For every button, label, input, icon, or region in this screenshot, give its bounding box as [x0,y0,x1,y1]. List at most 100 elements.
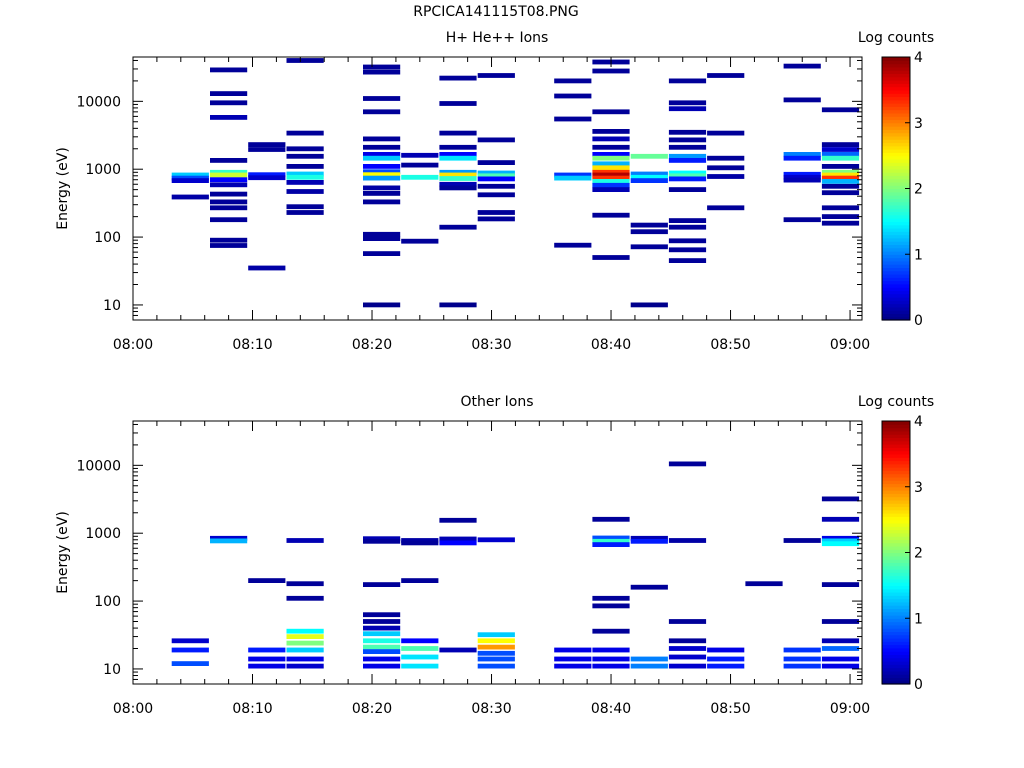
colorbar-segment [882,316,910,321]
heatmap-cell [821,172,860,178]
heatmap-cell [592,152,630,157]
heatmap-cell [363,536,401,542]
heatmap-h-he-ions: H+ He++ Ions 08:00 08:10 08:20 08:30 08:40 08:… [55,30,934,375]
colorbar-segment [882,145,910,150]
heatmap-cell [210,169,248,175]
heatmap-cell [821,107,860,113]
y-axis-label: Energy (eV) [55,511,71,594]
heatmap-cell [668,187,707,192]
heatmap-cell [592,516,630,522]
heatmap-cell [821,147,860,152]
colorbar-segment [882,670,910,675]
colorbar-segment [882,421,910,425]
heatmap-cell [286,210,324,215]
colorbar-segment [882,677,910,682]
colorbar-segment [882,437,910,442]
heatmap-cell [783,663,821,669]
colorbar-segment [882,657,910,662]
colorbar-segment [882,234,910,239]
colorbar-segment [882,674,910,679]
heatmap-cell [821,190,860,196]
colorbar-segment [882,300,910,305]
heatmap-cell [707,155,745,161]
heatmap-cell [592,595,630,601]
colorbar-segment [882,198,910,203]
heatmap-cell [630,153,668,159]
colorbar-segment [882,89,910,94]
heatmap-cell [707,205,745,211]
heatmap-cell [477,137,515,143]
colorbar-segment [882,575,910,580]
colorbar-segment [882,218,910,222]
heatmap-cell [668,461,707,467]
panel-h-he-ions: H+ He++ Ions 08:00 08:10 08:20 08:30 08:40 08:… [0,0,1024,375]
heatmap-cell [554,172,592,178]
colorbar-segment [882,96,910,101]
colorbar-tick-label: 2 [914,182,923,198]
colorbar-segment [882,503,910,508]
colorbar-segment [882,529,910,534]
heatmap-cell [630,229,668,235]
heatmap-cell [592,175,630,181]
heatmap-cell [592,165,630,171]
colorbar-tick-label: 3 [914,480,923,496]
colorbar-segment [882,496,910,501]
heatmap-cell [363,631,401,637]
colorbar-segment [882,93,910,98]
heatmap-cell [592,656,630,662]
colorbar-segment [882,280,910,285]
colorbar-segment [882,208,910,213]
heatmap-cell [630,222,668,228]
heatmap-cell [286,634,324,639]
heatmap-cell [668,158,707,163]
colorbar-segment [882,647,910,652]
heatmap-cell [363,638,401,644]
colorbar-segment [882,463,910,468]
heatmap-cell [707,656,745,662]
colorbar-segment [882,559,910,563]
heatmap-cell [668,654,707,660]
heatmap-cell [477,160,515,165]
colorbar-segment [882,142,910,147]
heatmap-cell [210,243,248,248]
heatmap-cell [668,663,707,669]
heatmap-cell [210,100,248,106]
heatmap-cell [439,155,477,161]
heatmap-cell [363,69,401,75]
x-tick-label: 08:00 [113,701,153,717]
x-tick-label: 08:40 [591,701,631,717]
heatmap-cell [363,172,401,178]
heatmap-cell [439,185,477,191]
heatmap-cell [286,647,324,653]
colorbar-segment [882,539,910,544]
heatmap-cell [439,302,477,308]
heatmap-cell [630,656,668,662]
heatmap-cell [248,656,286,662]
colorbar-segment [882,660,910,665]
heatmap-cell [554,656,592,662]
heatmap-cell [668,258,707,263]
colorbar-segment [882,277,910,282]
heatmap-cell [592,144,630,150]
colorbar-segment [882,473,910,478]
colorbar-segment [882,522,910,527]
colorbar-tick-label: 4 [914,414,923,430]
colorbar-segment [882,231,910,236]
heatmap-cell [477,632,515,638]
colorbar-segment [882,135,910,140]
heatmap-cell [401,663,439,669]
colorbar-segment [882,296,910,301]
heatmap-cell [477,650,515,656]
heatmap-cell [210,115,248,120]
heatmap-cell [439,536,477,542]
colorbar-segment [882,260,910,265]
heatmap-cell [592,169,630,175]
heatmap-cell [477,192,515,198]
heatmap-cell [592,255,630,260]
colorbar-segment [882,106,910,111]
heatmap-cell [592,538,630,544]
colorbar-segment [882,247,910,252]
colorbar: 0 1 2 3 4 [881,50,923,329]
heatmap-cell [286,538,324,543]
colorbar-segment [882,427,910,432]
